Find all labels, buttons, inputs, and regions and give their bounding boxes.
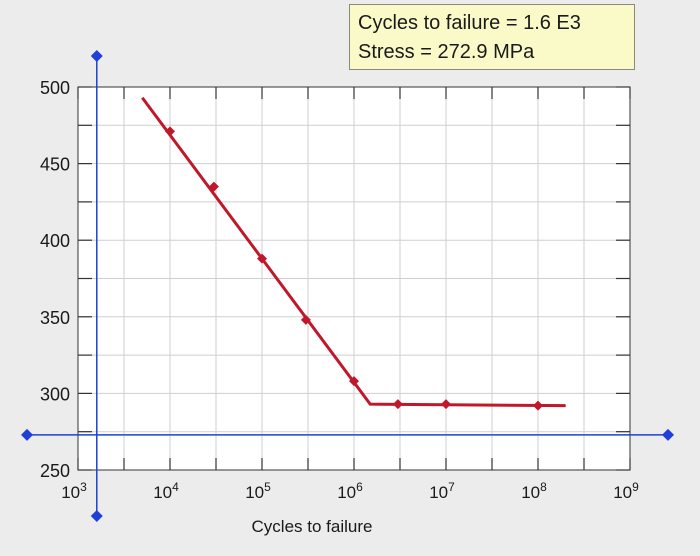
cursor-handle-bottom[interactable] — [90, 510, 103, 522]
x-axis-title: Cycles to failure — [252, 517, 373, 536]
data-point — [165, 126, 175, 137]
cycles-readout: Cycles to failure = 1.6 E3 — [358, 12, 581, 34]
x-tick-label: 105 — [245, 480, 271, 502]
x-tick-label: 106 — [337, 480, 363, 502]
x-tick-label: 103 — [61, 480, 87, 502]
data-point — [300, 314, 311, 325]
data-point — [257, 253, 267, 264]
cursor-handle-top[interactable] — [90, 50, 103, 62]
y-tick-label: 450 — [40, 155, 70, 175]
data-point — [349, 376, 359, 387]
x-axis: 103 104 105 106 107 108 109 — [61, 480, 639, 502]
data-point — [208, 181, 219, 192]
x-tick-label: 109 — [613, 480, 639, 502]
data-point — [392, 399, 403, 410]
stress-readout: Stress = 272.9 MPa — [358, 41, 535, 63]
x-tick-label: 107 — [429, 480, 455, 502]
y-tick-label: 350 — [40, 308, 70, 328]
y-tick-label: 400 — [40, 231, 70, 251]
data-point — [441, 399, 451, 410]
y-tick-label: 250 — [40, 461, 70, 481]
sn-curve-line — [141, 96, 566, 408]
cursor-handle-left[interactable] — [21, 428, 33, 441]
value-readout: Cycles to failure = 1.6 E3 Stress = 272.… — [349, 4, 635, 70]
y-tick-label: 300 — [40, 384, 70, 404]
y-axis: 250 300 350 400 450 500 — [40, 78, 631, 481]
x-tick-label: 108 — [521, 480, 547, 502]
y-tick-label: 500 — [40, 78, 70, 98]
crosshair-cursor[interactable] — [21, 50, 674, 522]
x-tick-label: 104 — [153, 480, 179, 502]
data-point — [533, 400, 543, 411]
sn-curve — [141, 96, 566, 411]
grid — [78, 87, 630, 470]
cursor-handle-right[interactable] — [662, 428, 674, 441]
